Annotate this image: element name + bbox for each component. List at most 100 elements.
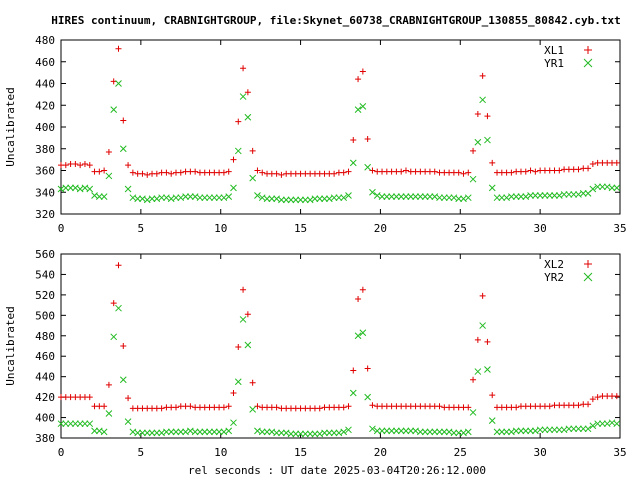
data-point [119, 145, 127, 153]
data-point [249, 406, 257, 413]
data-point [464, 428, 472, 436]
data-point [364, 365, 371, 372]
data-point [196, 194, 204, 202]
y-tick-label: 500 [35, 309, 55, 322]
data-point [565, 191, 573, 198]
data-point [210, 194, 218, 202]
data-point [105, 172, 113, 180]
data-point [340, 404, 347, 411]
data-point [115, 304, 122, 312]
data-point [589, 422, 597, 430]
data-point [421, 428, 429, 436]
data-point [412, 193, 419, 200]
legend-label: YR1 [544, 57, 564, 70]
data-point [235, 344, 242, 351]
data-point [340, 169, 347, 176]
data-point [512, 427, 520, 435]
data-point [302, 196, 309, 204]
data-point [134, 429, 142, 437]
data-point [230, 419, 237, 427]
data-point [364, 135, 371, 142]
data-point [393, 193, 400, 200]
data-point [316, 195, 324, 203]
data-point [330, 194, 338, 202]
data-point [369, 425, 376, 433]
data-point [101, 403, 108, 410]
data-point [594, 420, 601, 428]
y-tick-label: 520 [35, 289, 55, 302]
x-tick-label: 5 [138, 446, 145, 459]
data-point [325, 429, 333, 437]
data-point [81, 160, 88, 167]
data-point [91, 427, 98, 435]
y-tick-label: 480 [35, 330, 55, 343]
data-point [340, 194, 348, 202]
data-point [139, 170, 146, 177]
data-point [479, 96, 486, 104]
data-point [479, 292, 486, 299]
data-point [153, 429, 161, 437]
y-tick-label: 420 [35, 99, 55, 112]
data-point [163, 169, 170, 176]
data-point [101, 167, 108, 174]
data-point [278, 171, 285, 178]
data-point [110, 300, 117, 307]
data-point [57, 420, 65, 428]
data-point [402, 167, 409, 174]
data-point [513, 404, 520, 411]
data-point [589, 396, 596, 403]
data-point [254, 167, 261, 174]
data-point [474, 336, 481, 343]
data-point [153, 170, 160, 177]
data-point [585, 165, 592, 172]
data-point [479, 322, 486, 329]
chart-title: HIRES continuum, CRABNIGHTGROUP, file:Sk… [51, 14, 621, 27]
legend-marker [584, 46, 592, 54]
data-point [235, 118, 242, 125]
data-point [599, 420, 606, 428]
data-point [125, 395, 132, 402]
data-point [268, 195, 276, 203]
data-point [584, 425, 592, 433]
data-point [555, 426, 563, 434]
data-point [378, 193, 386, 200]
data-point [234, 378, 242, 386]
data-point [192, 168, 199, 175]
data-point [455, 429, 463, 437]
data-point [168, 170, 175, 177]
data-point [172, 194, 180, 202]
data-point [282, 196, 290, 204]
data-point [249, 174, 257, 182]
data-point [369, 167, 376, 174]
data-point [579, 425, 587, 433]
data-point [579, 189, 587, 197]
data-point [354, 332, 362, 340]
data-point [249, 379, 256, 386]
data-point [388, 193, 395, 200]
x-tick-label: 0 [58, 446, 65, 459]
data-point [67, 184, 74, 192]
data-point [77, 162, 84, 169]
data-point [608, 184, 616, 192]
y-tick-label: 460 [35, 350, 55, 363]
data-point [407, 427, 415, 435]
data-point [177, 169, 184, 176]
data-point [144, 171, 151, 178]
legend-marker [583, 58, 593, 68]
data-point [225, 403, 232, 410]
data-point [215, 428, 223, 436]
data-point [187, 403, 194, 410]
data-point [484, 113, 491, 120]
data-point [388, 427, 395, 435]
data-point [594, 183, 601, 191]
data-point [125, 162, 132, 169]
data-point [421, 193, 429, 200]
data-point [297, 196, 304, 204]
data-point [541, 192, 549, 199]
data-point [239, 93, 247, 100]
data-point [488, 417, 496, 424]
data-point [278, 429, 285, 437]
data-point [426, 428, 434, 436]
data-point [527, 167, 534, 174]
data-point [613, 420, 621, 428]
